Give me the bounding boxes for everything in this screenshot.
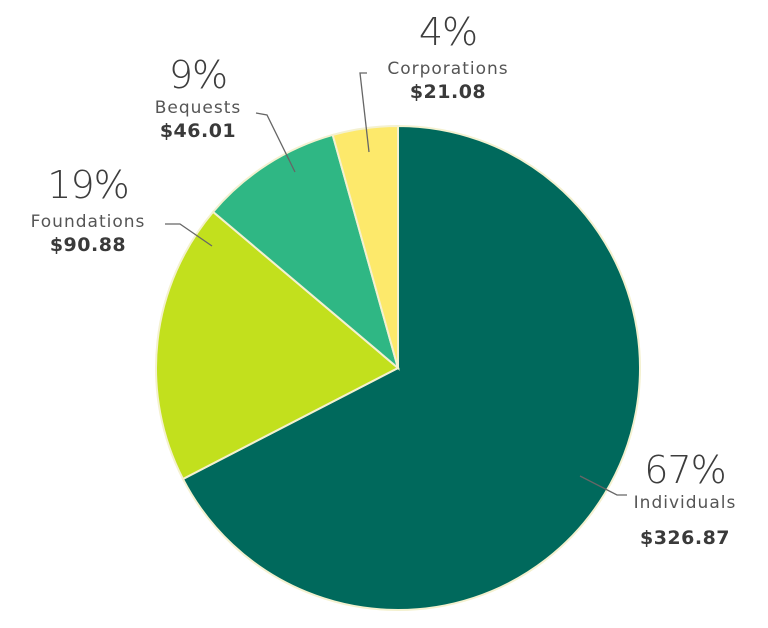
label-bequests: 9% Bequests $46.01 [138, 55, 258, 143]
pie-slice-foundations [155, 210, 400, 481]
leader-line-corporations [359, 72, 370, 153]
percent-bequests: 9% [168, 53, 228, 97]
percent-corporations: 4% [418, 10, 478, 54]
name-foundations: Foundations [30, 212, 146, 232]
label-individuals: 67% Individuals $326.87 [625, 450, 745, 550]
amount-corporations: $21.08 [409, 81, 487, 103]
percent-foundations: 19% [47, 163, 129, 207]
pie-slice-corporations [331, 124, 399, 369]
amount-individuals: $326.87 [639, 527, 731, 549]
pie-slice-individuals [181, 124, 641, 611]
label-corporations: 4% Corporations $21.08 [368, 12, 528, 104]
name-corporations: Corporations [387, 59, 509, 79]
pie-slices [155, 124, 641, 611]
leader-lines [165, 72, 627, 496]
leader-line-foundations [165, 223, 213, 247]
name-individuals: Individuals [633, 493, 737, 513]
leader-line-individuals [579, 475, 627, 496]
label-foundations: 19% Foundations $90.88 [8, 165, 168, 257]
amount-bequests: $46.01 [159, 120, 237, 142]
name-bequests: Bequests [154, 98, 242, 118]
leader-line-bequests [255, 112, 296, 173]
amount-foundations: $90.88 [49, 234, 127, 256]
pie-slice-bequests [211, 133, 400, 371]
percent-individuals: 67% [644, 448, 726, 492]
